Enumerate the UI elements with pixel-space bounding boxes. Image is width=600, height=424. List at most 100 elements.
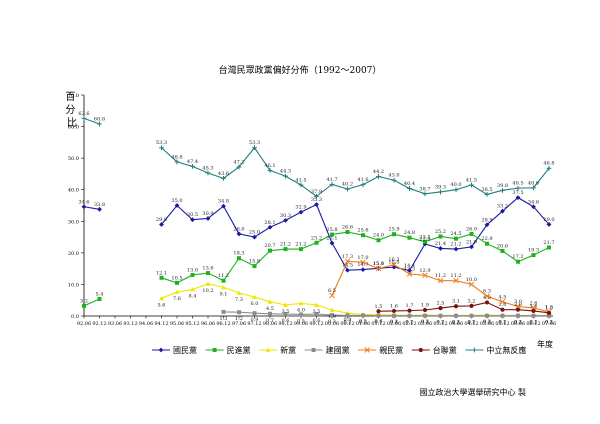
data-label: 17.3 <box>342 254 353 260</box>
legend-swatch-marker <box>364 347 370 353</box>
x-tick-label: 95.06 <box>170 321 184 327</box>
data-label: 0.1 <box>406 320 414 326</box>
series-0-point <box>391 264 397 270</box>
data-label: 0.1 <box>545 320 553 326</box>
x-tick-label: 97.12 <box>247 321 261 327</box>
series-3-point <box>392 313 396 318</box>
data-label: 33.2 <box>497 204 508 210</box>
data-label: 47.2 <box>233 159 244 165</box>
x-tick-label: 99.06 <box>294 321 308 327</box>
data-label: 0.2 <box>468 319 476 325</box>
data-label: 23.1 <box>326 236 337 242</box>
series-3 <box>221 309 551 318</box>
series-6-line <box>161 146 550 198</box>
data-label: 4.0 <box>297 307 305 313</box>
series-6-point <box>453 187 459 193</box>
series-4-point <box>515 303 521 310</box>
legend-label: 國民黨 <box>173 345 197 355</box>
series-6-point <box>205 170 211 176</box>
data-label: 33.8 <box>94 202 105 208</box>
data-label: 4.5 <box>499 294 507 300</box>
data-label: 35.3 <box>311 197 322 203</box>
series-1-point <box>330 232 334 237</box>
data-label: 44.2 <box>373 169 384 175</box>
data-label: 25.6 <box>357 228 368 234</box>
y-tick-label: 70.0 <box>68 93 79 99</box>
data-label: 22.8 <box>419 237 430 243</box>
y-axis-label-char-3: 比 <box>67 117 77 129</box>
series-6-point <box>221 175 226 181</box>
series-3-point <box>314 312 319 317</box>
series-3-line <box>223 311 549 317</box>
data-label: 41.5 <box>466 177 477 183</box>
legend-swatch-marker <box>212 348 217 352</box>
legend-swatch-marker <box>158 347 164 353</box>
series-5-point <box>407 308 412 313</box>
legend-item-1: 民進黨 <box>205 345 251 355</box>
series-6-line <box>83 117 100 125</box>
data-label: 30.5 <box>187 212 198 218</box>
series-6-point <box>391 177 397 183</box>
series-6-point <box>329 181 335 187</box>
series-0-point <box>438 246 443 251</box>
series-1-point <box>190 272 195 277</box>
data-label: 13.6 <box>202 266 213 272</box>
x-tick-label: 05.12 <box>495 321 509 327</box>
series-4-point <box>530 305 537 311</box>
data-label: 0.1 <box>514 320 522 326</box>
series-4-point <box>375 265 382 272</box>
data-label: 12.9 <box>419 268 430 274</box>
series-0-point <box>500 208 505 214</box>
series-3-point <box>407 313 412 318</box>
legend-item-5: 台聯黨 <box>411 345 457 355</box>
data-label: 13.0 <box>187 267 198 273</box>
data-label: 10.5 <box>171 275 182 281</box>
series-1-point <box>438 234 443 239</box>
data-label: 21.4 <box>435 241 446 247</box>
data-label: 16.3 <box>388 257 399 263</box>
source-footer: 國立政治大學選舉研究中心 製 <box>419 387 526 397</box>
series-1-point <box>516 259 520 264</box>
data-label: 10.0 <box>466 277 477 283</box>
series-1-point <box>454 236 458 241</box>
data-label: 1.6 <box>390 303 398 309</box>
data-label: 0.9 <box>344 317 352 323</box>
series-1-point <box>469 231 474 236</box>
series-6-point <box>376 174 381 179</box>
series-1-point <box>159 275 164 280</box>
data-label: 40.6 <box>528 180 539 186</box>
data-label: 2.0 <box>514 302 522 308</box>
data-label: 37.5 <box>512 190 523 196</box>
series-5-point <box>546 310 552 315</box>
x-tick-label: 96.06 <box>201 321 215 327</box>
data-label: 1.3 <box>220 316 228 322</box>
series-1-point <box>531 253 536 258</box>
y-tick-labels: 0.0 10.0 20.0 30.0 40.0 50.0 60.0 70.0 <box>68 93 84 320</box>
series-4-point <box>391 261 397 268</box>
data-label: 46.1 <box>264 163 275 169</box>
x-tick-label: 02.12 <box>402 321 416 327</box>
data-label: 1.9 <box>328 314 336 320</box>
series-3-point <box>252 311 257 316</box>
data-label: 1.3 <box>545 304 553 310</box>
data-label: 41.6 <box>357 177 368 183</box>
series-0-point <box>236 231 242 237</box>
x-tick-labels: 92.06 92.12 93.06 93.12 94.06 94.12 95.06 95.12… <box>77 316 556 327</box>
data-label: 0.2 <box>530 319 538 325</box>
data-label: 53.3 <box>156 140 167 146</box>
data-label: 34.6 <box>78 199 89 205</box>
x-tick-label: 06.12 <box>526 321 540 327</box>
data-label: 1.7 <box>406 303 414 309</box>
data-label: 0.6 <box>282 318 290 324</box>
data-label: 0.2 <box>406 319 414 325</box>
legend-label: 中立無反應 <box>486 345 526 355</box>
legend-item-4: 親民黨 <box>358 345 403 355</box>
data-label: 2.5 <box>437 301 445 307</box>
data-label: 23.2 <box>311 235 322 241</box>
series-1-line <box>83 298 100 307</box>
series-6-point <box>283 173 288 179</box>
series-5 <box>376 300 552 315</box>
data-label: 25.0 <box>249 230 260 236</box>
data-label: 0.2 <box>452 319 460 325</box>
